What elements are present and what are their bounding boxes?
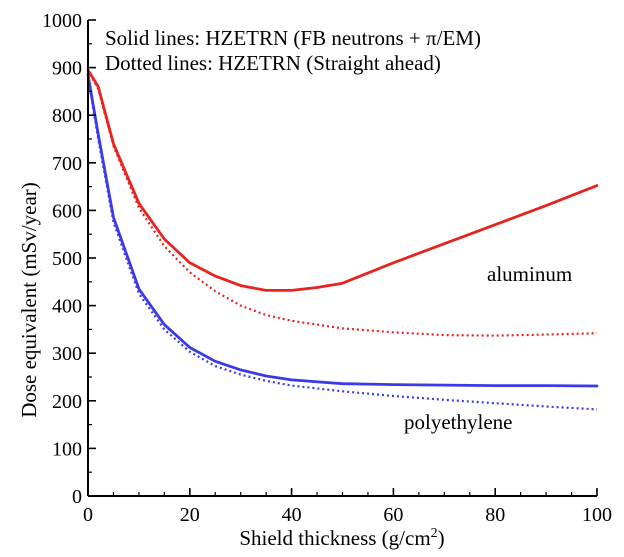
x-axis-title: Shield thickness (g/cm2) [239,526,444,550]
x-tick-label: 60 [383,504,403,526]
x-tick-label: 100 [582,504,612,526]
y-tick-label: 700 [52,153,82,175]
y-tick-label: 0 [72,486,82,508]
series-line-aluminum-solid [86,68,599,292]
label-polyethylene: polyethylene [404,410,512,434]
y-tick-label: 900 [52,58,82,80]
x-tick-label: 40 [282,504,302,526]
annotation-solid-lines: Solid lines: HZETRN (FB neutrons + π/EM) [105,26,481,50]
x-axis-title-main: Shield thickness (g/cm [239,526,430,550]
y-tick-label: 800 [52,105,82,127]
label-aluminum: aluminum [487,262,572,286]
y-axis-title: Dose equivalent (mSv/year) [17,182,41,418]
y-tick-label: 400 [52,296,82,318]
axes-layer: 0 100 200 300 400 500 600 700 800 900 1000 0 20 40 60 8… [42,10,612,526]
y-tick-label: 500 [52,248,82,270]
y-tick-label: 200 [52,391,82,413]
x-tick-label: 80 [485,504,505,526]
y-tick-label: 100 [52,438,82,460]
series-line-polyethylene-dotted [86,76,598,411]
series-line-aluminum-dotted [87,69,598,337]
x-tick-label: 20 [180,504,200,526]
text-layer: Solid lines: HZETRN (FB neutrons + π/EM)… [17,26,572,550]
y-tick-label: 300 [52,343,82,365]
x-tick-label: 0 [83,504,93,526]
x-axis-title-close: ) [438,526,445,550]
y-tick-label: 1000 [42,10,82,32]
y-tick-label: 600 [52,200,82,222]
series-layer [86,68,599,411]
x-axis-title-superscript: 2 [431,526,438,541]
annotation-dotted-lines: Dotted lines: HZETRN (Straight ahead) [105,51,441,75]
series-line-polyethylene-solid [86,73,599,388]
